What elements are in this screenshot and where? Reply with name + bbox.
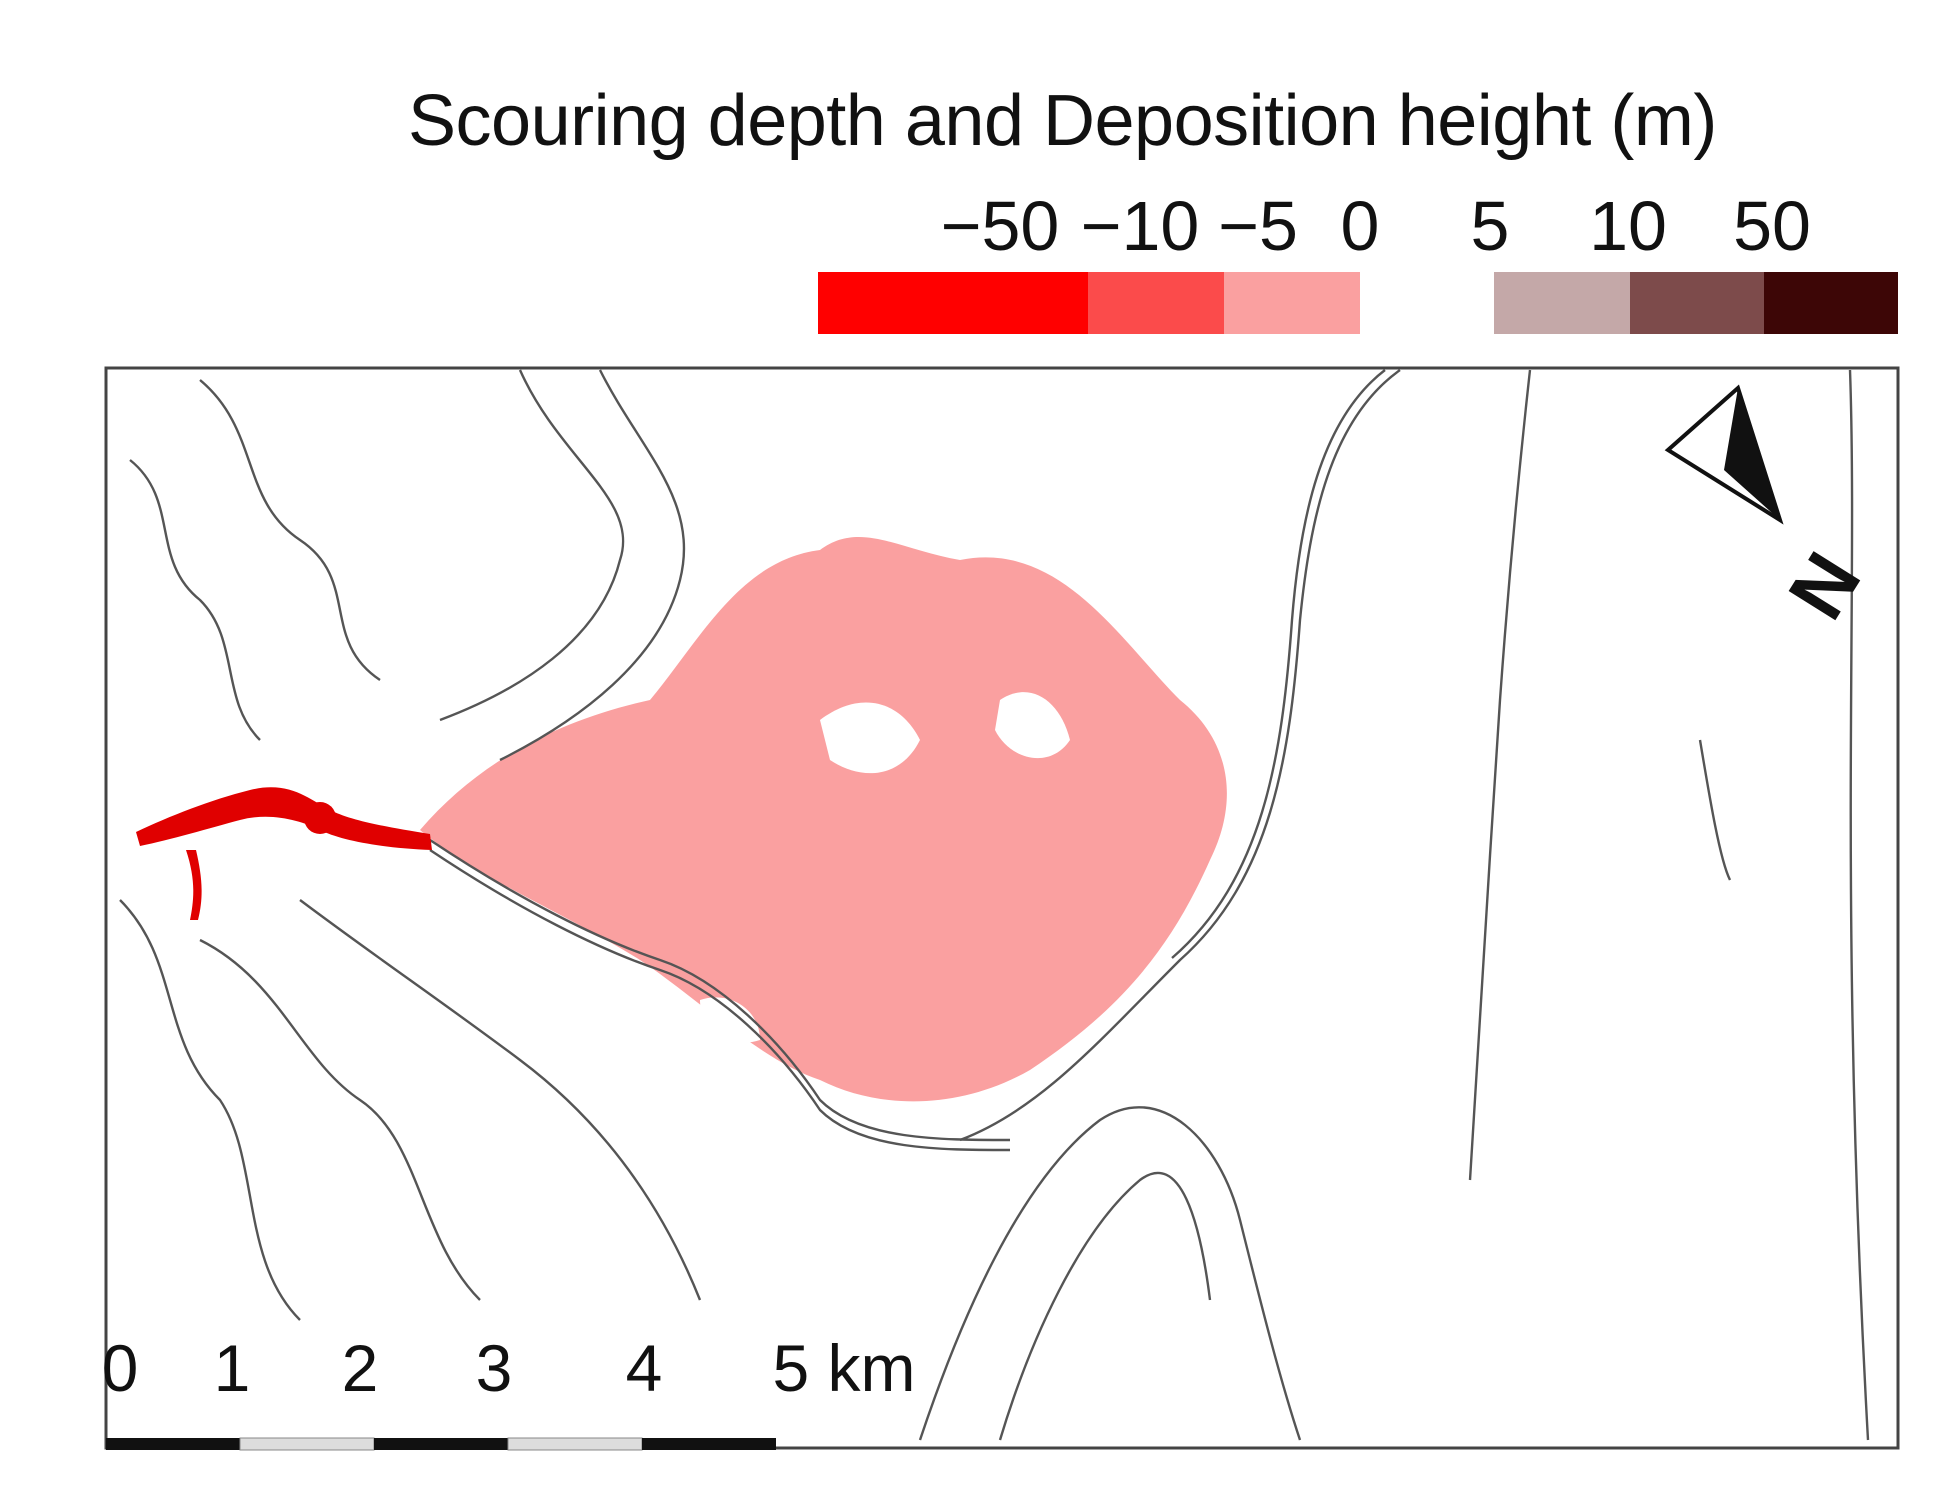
map-frame [104, 366, 1900, 1450]
legend-title: Scouring depth and Deposition height (m) [408, 81, 1717, 161]
legend-tick: 10 [1589, 187, 1667, 265]
legend-swatch [1494, 272, 1630, 334]
deposition-gap [820, 702, 920, 774]
scale-label: 2 [341, 1331, 379, 1405]
scale-segment [507, 1437, 643, 1451]
scale-segment [106, 1438, 240, 1450]
scale-label: 1 [213, 1331, 251, 1405]
contour-line [119, 899, 301, 1321]
north-arrow-fill [1724, 388, 1780, 520]
legend-tick: −5 [1218, 187, 1298, 265]
legend-tick: 50 [1733, 187, 1811, 265]
contour-line [1171, 369, 1386, 959]
legend-tick: 5 [1470, 187, 1510, 265]
deposition-fill [420, 537, 1227, 1102]
deposition-gap [995, 692, 1070, 759]
contour-line [1848, 369, 1870, 1441]
scale-label: 5 km [772, 1331, 916, 1405]
contour-line [918, 1106, 1302, 1441]
legend-swatch [1764, 272, 1898, 334]
legend-tick: 0 [1340, 187, 1380, 265]
legend-swatch [1088, 272, 1224, 334]
channel-line [429, 839, 1011, 1142]
legend-swatch [818, 272, 1088, 334]
scale-label: 4 [625, 1331, 663, 1405]
contour-line [959, 369, 1401, 1142]
deposition-area [420, 537, 1227, 1102]
contour-lines [119, 369, 1870, 1441]
contour-line [499, 369, 686, 762]
channel-line [429, 849, 1011, 1152]
scale-segment [374, 1438, 508, 1450]
scouring-area [136, 787, 432, 920]
north-arrow [1664, 384, 1784, 525]
contour-line [199, 938, 481, 1301]
contour-line [199, 379, 381, 681]
contour-line [1468, 369, 1532, 1181]
legend-tick: −50 [940, 187, 1060, 265]
scale-label: 0 [101, 1331, 139, 1405]
deposition-gap [700, 997, 760, 1043]
contour-line [439, 369, 625, 722]
contour-line [998, 1171, 1212, 1441]
scour-branch [186, 850, 202, 920]
scale-label: 3 [475, 1331, 513, 1405]
legend-swatch [1224, 272, 1360, 334]
contour-line [129, 459, 261, 741]
scour-channel [136, 787, 432, 850]
scale-segment [239, 1437, 375, 1451]
legend-tick: −10 [1080, 187, 1200, 265]
scale-segment [642, 1438, 776, 1450]
contour-line [1698, 739, 1732, 881]
legend-swatch [1630, 272, 1764, 334]
scale-bar [106, 1437, 776, 1451]
scour-patch [304, 802, 336, 834]
contour-line [299, 899, 702, 1301]
legend-swatch [1360, 272, 1494, 334]
